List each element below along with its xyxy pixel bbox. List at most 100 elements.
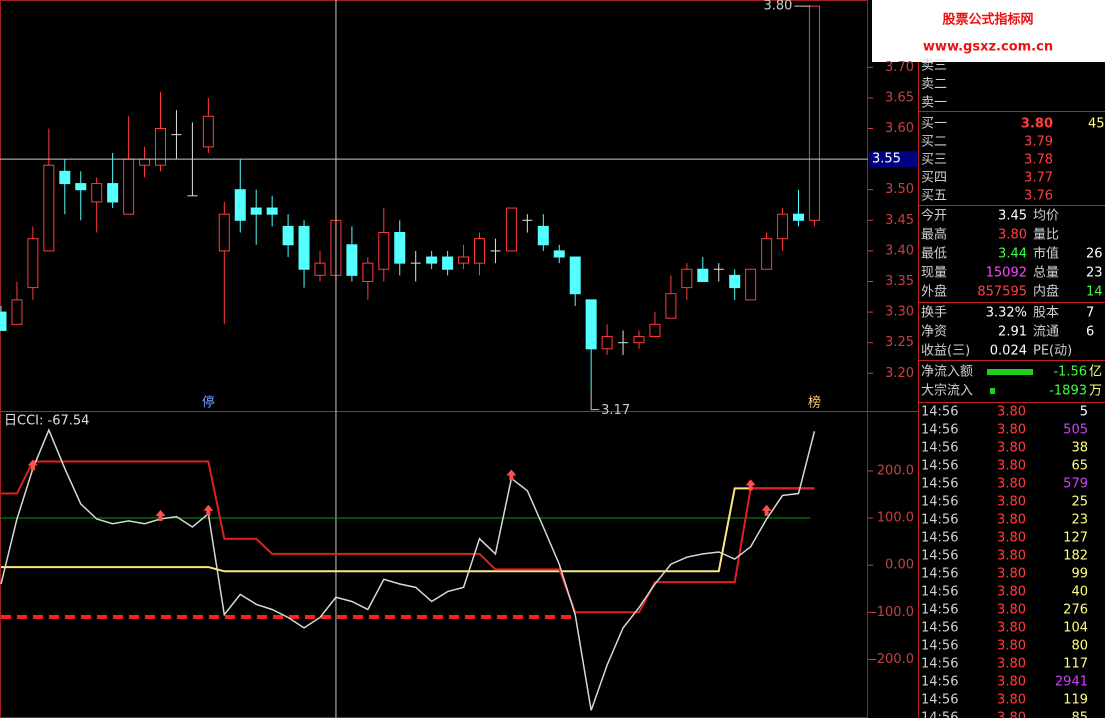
trade-price: 3.80 bbox=[997, 585, 1026, 600]
signal-arrow bbox=[745, 479, 756, 491]
trade-time: 14:56 bbox=[921, 639, 958, 654]
candle-body bbox=[777, 213, 789, 240]
y-tick-label: 0.00 bbox=[885, 558, 914, 573]
y-tick-label: 3.45 bbox=[885, 213, 914, 228]
bid-label: 买三 bbox=[921, 153, 947, 168]
stat-label: 换手 bbox=[921, 306, 947, 321]
candle-body bbox=[218, 213, 230, 252]
candle-body bbox=[729, 274, 741, 289]
stat-value: 23 bbox=[1086, 266, 1103, 281]
stat-value: 15092 bbox=[986, 266, 1027, 281]
bid-label: 买一 bbox=[921, 117, 947, 132]
trade-volume: 80 bbox=[1071, 639, 1088, 654]
trade-time: 14:56 bbox=[921, 567, 958, 582]
candle-body bbox=[442, 256, 454, 270]
candle-body bbox=[11, 299, 23, 325]
indicator-title: 日CCI: -67.54 bbox=[4, 414, 89, 429]
ask-label: 卖二 bbox=[921, 77, 947, 92]
candle-body bbox=[314, 262, 326, 276]
candle-body bbox=[43, 164, 55, 252]
stat-label: 流通 bbox=[1033, 325, 1059, 340]
bid-price: 3.77 bbox=[1024, 171, 1053, 186]
ask-label: 卖一 bbox=[921, 96, 947, 111]
stat-value: 7 bbox=[1086, 306, 1094, 321]
watermark-title: 股票公式指标网 bbox=[942, 12, 1033, 28]
candle-body bbox=[27, 238, 39, 289]
flow-unit: 万 bbox=[1089, 384, 1102, 399]
flow-unit: 亿 bbox=[1089, 365, 1102, 380]
bid-price: 3.80 bbox=[1021, 117, 1053, 132]
bid-label: 买二 bbox=[921, 135, 947, 150]
stat-value: 3.45 bbox=[998, 209, 1027, 224]
stat-label: 收益(三) bbox=[921, 344, 970, 359]
trade-time: 14:56 bbox=[921, 675, 958, 690]
trade-volume: 5 bbox=[1080, 405, 1088, 420]
candle-body bbox=[234, 189, 246, 221]
candle-body bbox=[537, 225, 549, 246]
trade-price: 3.80 bbox=[997, 531, 1026, 546]
candle-body bbox=[681, 268, 693, 289]
cci-line bbox=[1, 487, 815, 573]
candle-body bbox=[697, 268, 709, 282]
trade-time: 14:56 bbox=[921, 531, 958, 546]
trade-time: 14:56 bbox=[921, 693, 958, 708]
flow-value: -1893 bbox=[1049, 384, 1087, 399]
flow-label: 净流入额 bbox=[921, 365, 973, 380]
trade-time: 14:56 bbox=[921, 405, 958, 420]
trade-time: 14:56 bbox=[921, 459, 958, 474]
stat-value: 3.32% bbox=[986, 306, 1027, 321]
candle-body bbox=[91, 183, 103, 203]
candle-body bbox=[649, 323, 661, 338]
stat-value: 26 bbox=[1086, 247, 1103, 262]
candle-body bbox=[107, 183, 119, 203]
trade-volume: 23 bbox=[1071, 513, 1088, 528]
trade-time: 14:56 bbox=[921, 621, 958, 636]
trade-volume: 25 bbox=[1071, 495, 1088, 510]
candle-body bbox=[282, 225, 294, 246]
trade-time: 14:56 bbox=[921, 549, 958, 564]
trade-price: 3.80 bbox=[997, 675, 1026, 690]
stat-label: 股本 bbox=[1033, 306, 1059, 321]
y-tick-label: 3.60 bbox=[885, 121, 914, 136]
bid-price: 3.78 bbox=[1024, 153, 1053, 168]
trade-price: 3.80 bbox=[997, 603, 1026, 618]
flow-label: 大宗流入 bbox=[921, 383, 973, 399]
candle-body bbox=[808, 5, 820, 221]
marker: 停 bbox=[202, 395, 215, 411]
trade-price: 3.80 bbox=[997, 549, 1026, 564]
watermark-box bbox=[872, 0, 1105, 62]
stat-label: 现量 bbox=[921, 266, 947, 281]
flow-value: -1.56 bbox=[1053, 365, 1087, 380]
candle-body bbox=[378, 232, 390, 270]
signal-arrow bbox=[506, 469, 517, 481]
crosshair-label-box bbox=[869, 151, 917, 168]
trade-time: 14:56 bbox=[921, 513, 958, 528]
trade-price: 3.80 bbox=[997, 477, 1026, 492]
y-tick-label: 3.30 bbox=[885, 305, 914, 320]
trade-price: 3.80 bbox=[997, 711, 1026, 718]
signal-arrow bbox=[27, 459, 38, 471]
candle-body bbox=[75, 183, 87, 191]
y-tick-label: 3.65 bbox=[885, 90, 914, 105]
trade-volume: 276 bbox=[1063, 603, 1088, 618]
candle-body bbox=[761, 238, 773, 270]
candle-body bbox=[585, 299, 597, 350]
y-tick-label: 3.35 bbox=[885, 274, 914, 289]
stat-value: 3.80 bbox=[998, 228, 1027, 243]
trade-time: 14:56 bbox=[921, 423, 958, 438]
trade-volume: 117 bbox=[1063, 657, 1088, 672]
trade-time: 14:56 bbox=[921, 477, 958, 492]
low-label: 3.17 bbox=[601, 403, 630, 418]
candle-body bbox=[633, 336, 645, 344]
candle-body bbox=[139, 158, 151, 166]
high-label: 3.80 bbox=[763, 0, 792, 14]
candle-body bbox=[553, 250, 565, 258]
candle-body bbox=[298, 225, 310, 270]
cci-line bbox=[1, 460, 815, 614]
candle-body bbox=[793, 213, 804, 221]
trade-volume: 104 bbox=[1063, 621, 1088, 636]
candle-body bbox=[601, 336, 613, 350]
candle-body bbox=[250, 207, 262, 215]
